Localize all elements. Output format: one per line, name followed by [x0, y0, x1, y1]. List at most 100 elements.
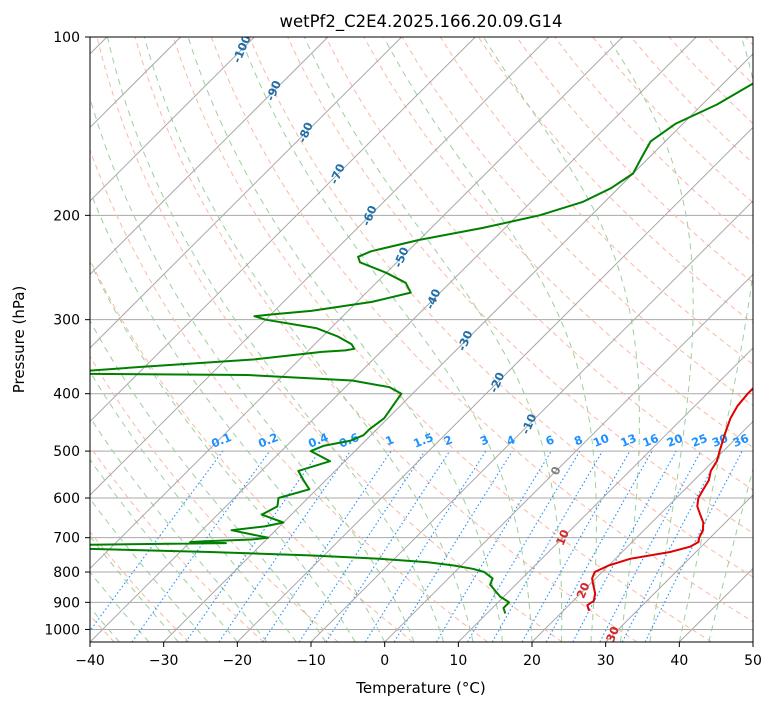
- moist-adiabat-line: [383, 37, 597, 642]
- isotherm-label: 30: [603, 624, 622, 644]
- mixing-ratio-line: [364, 450, 487, 642]
- isotherm-label: -10: [518, 412, 539, 437]
- dry-adiabat-line: [401, 37, 753, 407]
- mixing-ratio-label: 4: [505, 432, 518, 448]
- x-tick-label: 20: [523, 653, 541, 669]
- moist-adiabat-line: [90, 416, 268, 642]
- isotherm-line: [90, 37, 476, 423]
- moist-adiabat-line: [90, 497, 209, 642]
- moist-adiabat-line: [90, 260, 356, 642]
- mixing-ratio-line: [599, 450, 702, 642]
- moist-adiabat-line: [240, 37, 533, 642]
- isotherm-line: [236, 126, 753, 642]
- moist-adiabat-line: [483, 37, 640, 642]
- background-lines: [90, 37, 753, 642]
- isotherm-line: [457, 347, 753, 642]
- mixing-ratio-line: [90, 450, 224, 632]
- moist-adiabat-line: [607, 37, 694, 642]
- dry-adiabat-line: [90, 148, 488, 642]
- isotherm-line: [90, 37, 402, 349]
- moist-adiabat-line: [678, 37, 753, 642]
- x-tick-label: 0: [380, 653, 389, 669]
- isotherm-line: [163, 53, 753, 642]
- dry-adiabat-line: [477, 37, 753, 324]
- dry-adiabat-line: [172, 37, 712, 642]
- mixing-ratio-line: [521, 450, 631, 642]
- moist-adiabat-line: [90, 458, 238, 642]
- moist-adiabat-line: [303, 37, 563, 642]
- mixing-ratio-label: 16: [640, 431, 660, 450]
- mixing-ratio-label: 13: [618, 431, 638, 450]
- isotherm-line: [384, 273, 753, 642]
- mixing-ratio-label: 1: [383, 432, 396, 448]
- moist-adiabat-line: [90, 370, 297, 642]
- x-tick-label: −40: [75, 653, 105, 669]
- isotherm-label: -80: [295, 120, 316, 145]
- mixing-ratio-line: [298, 450, 426, 642]
- x-tick-label: 50: [744, 653, 762, 669]
- mixing-ratio-line: [131, 450, 271, 642]
- dry-adiabat-line: [134, 37, 638, 642]
- dry-adiabat-line: [706, 37, 753, 85]
- temperature-profile-line: [586, 386, 753, 612]
- x-tick-label: 10: [449, 653, 467, 669]
- y-tick-label: 500: [53, 444, 80, 460]
- y-tick-label: 100: [53, 30, 80, 46]
- isotherm-line: [531, 420, 753, 642]
- y-axis-title: Pressure (hPa): [10, 286, 28, 394]
- isotherm-label: -90: [263, 78, 284, 103]
- dry-adiabat-line: [516, 37, 753, 284]
- mixing-ratio-line: [325, 450, 451, 642]
- isotherm-line: [752, 641, 753, 642]
- mixing-ratio-label: 0.1: [209, 430, 233, 451]
- y-tick-label: 300: [53, 313, 80, 329]
- isotherm-label: -50: [391, 245, 412, 270]
- moist-adiabat-line: [143, 37, 474, 642]
- mixing-ratio-label: 36: [731, 431, 751, 450]
- mixing-ratio-label: 20: [665, 431, 685, 450]
- isotherm-label: 40: [639, 662, 658, 682]
- plot-frame: [89, 36, 754, 643]
- dry-adiabat-line: [90, 355, 339, 642]
- mixing-ratio-label: 25: [689, 431, 709, 450]
- moist-adiabat-line: [187, 37, 503, 642]
- mixing-ratio-line: [262, 450, 392, 642]
- mixing-ratio-line: [218, 450, 351, 642]
- mixing-ratio-label: 0.2: [256, 430, 280, 451]
- isotherm-line: [310, 200, 753, 642]
- dry-adiabat-line: [592, 37, 753, 204]
- dry-adiabat-line: [287, 37, 753, 534]
- moist-adiabat-line: [90, 189, 386, 642]
- dry-adiabat-line: [744, 37, 753, 46]
- isotherm-label: 10: [553, 527, 572, 547]
- isotherm-label: -70: [327, 162, 348, 187]
- isotherm-label: -100: [230, 33, 254, 65]
- axes: −40 −30 −20 −10 0 10 20 30 40 5010020030040050060…: [44, 30, 762, 669]
- isotherm-line: [90, 37, 550, 496]
- x-tick-label: −10: [296, 653, 326, 669]
- y-tick-label: 800: [53, 565, 80, 581]
- isotherm-line: [90, 37, 329, 276]
- x-tick-label: 40: [670, 653, 688, 669]
- y-tick-label: 1000: [44, 622, 80, 638]
- dry-adiabat-line: [439, 37, 753, 365]
- dewpoint-profile-line: [90, 82, 753, 614]
- mixing-ratio-line: [644, 450, 743, 642]
- isotherm-label: -40: [423, 287, 444, 312]
- isotherm-label: -20: [486, 370, 507, 395]
- isotherm-line: [90, 37, 623, 570]
- mixing-ratio-label: 3: [478, 432, 491, 448]
- mixing-ratio-line: [572, 450, 677, 642]
- moist-adiabat-line: [708, 467, 753, 642]
- chart-title: wetPf2_C2E4.2025.166.20.09.G14: [279, 12, 562, 32]
- x-tick-label: −30: [149, 653, 179, 669]
- dry-adiabat-line: [90, 531, 190, 642]
- dry-adiabat-line: [554, 37, 753, 244]
- isotherm-label: -60: [359, 203, 380, 228]
- sounding-series: [90, 82, 753, 614]
- y-tick-label: 700: [53, 531, 80, 547]
- x-axis-title: Temperature (°C): [355, 679, 485, 697]
- mixing-ratio-label: 8: [572, 432, 585, 448]
- mixing-ratio-label: 6: [543, 432, 556, 448]
